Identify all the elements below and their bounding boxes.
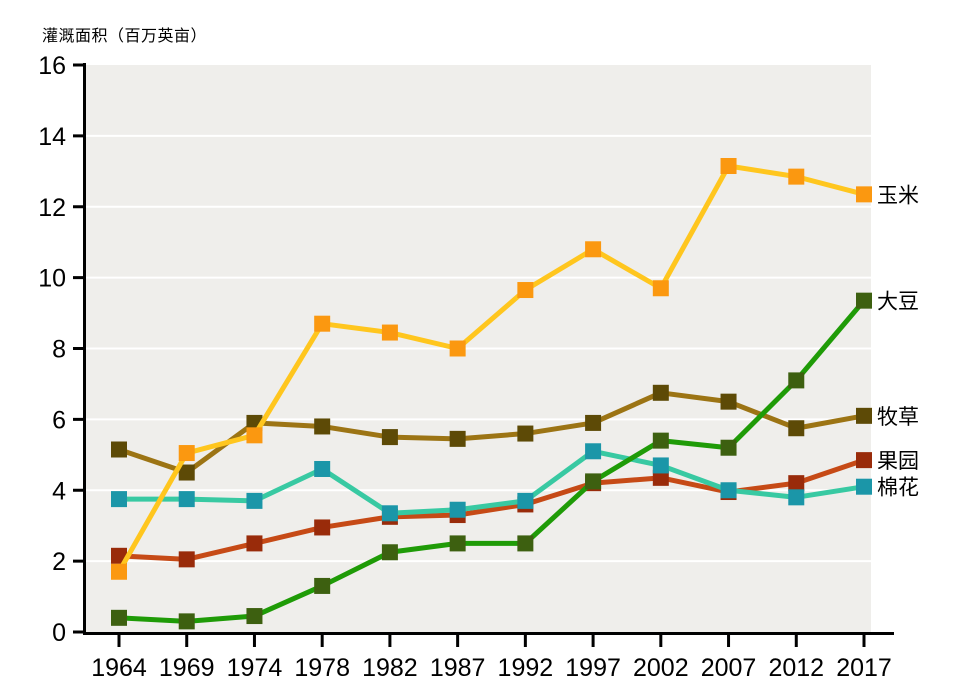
series-marker-orchard — [856, 452, 872, 469]
x-tick-label-1987: 1987 — [430, 654, 486, 682]
series-marker-soybeans — [856, 292, 872, 309]
series-marker-soybeans — [178, 613, 195, 630]
series-line-hay — [118, 390, 865, 476]
series-marker-orchard — [314, 519, 331, 536]
series-marker-soybeans — [652, 432, 669, 449]
series-marker-soybeans — [517, 535, 534, 552]
series-marker-soybeans — [788, 372, 805, 389]
series-marker-hay — [585, 414, 602, 431]
series-marker-cotton — [111, 491, 127, 508]
series-marker-soybeans — [111, 609, 127, 626]
series-marker-corn — [314, 315, 331, 332]
series-marker-cotton — [449, 501, 466, 518]
series-marker-orchard — [246, 535, 263, 552]
series-marker-soybeans — [449, 535, 466, 552]
series-marker-hay — [720, 393, 737, 410]
series-marker-corn — [381, 324, 398, 341]
legend-label-corn: 玉米 — [877, 184, 919, 207]
series-marker-corn — [517, 282, 534, 299]
series-marker-corn — [178, 445, 195, 462]
series-marker-corn — [652, 280, 669, 297]
legend-label-orchard: 果园 — [877, 450, 919, 473]
x-tick-label-1964: 1964 — [91, 654, 147, 682]
series-marker-corn — [856, 186, 872, 203]
series-line-cotton — [119, 448, 865, 516]
x-tick-label-1992: 1992 — [498, 654, 554, 682]
series-marker-hay — [517, 425, 534, 442]
y-tick-label: 6 — [52, 406, 66, 434]
series-marker-cotton — [856, 478, 872, 495]
x-tick-label-1969: 1969 — [159, 654, 215, 682]
y-tick-label: 0 — [52, 619, 66, 647]
series-line-corn — [116, 163, 865, 573]
series-marker-cotton — [178, 491, 195, 508]
series-marker-corn — [111, 563, 127, 580]
y-tick-label: 2 — [52, 548, 66, 576]
series-marker-cotton — [652, 457, 669, 474]
series-marker-soybeans — [720, 439, 737, 456]
x-tick-label-1997: 1997 — [565, 654, 621, 682]
y-tick-label: 10 — [38, 265, 66, 293]
series-marker-hay — [788, 420, 805, 437]
series-marker-hay — [111, 441, 127, 458]
series-marker-cotton — [314, 460, 331, 477]
chart-title: 灌溉面积（百万英亩） — [42, 28, 208, 45]
series-marker-corn — [246, 427, 263, 444]
legend-label-hay: 牧草 — [877, 406, 919, 429]
x-tick-label-2002: 2002 — [633, 654, 689, 682]
series-marker-soybeans — [381, 544, 398, 561]
series-marker-hay — [178, 464, 195, 481]
series-marker-cotton — [517, 492, 534, 509]
x-tick-label-1974: 1974 — [227, 654, 283, 682]
y-tick-label: 14 — [38, 123, 66, 151]
series-marker-hay — [449, 430, 466, 447]
x-tick-label-2012: 2012 — [768, 654, 824, 682]
series-marker-hay — [314, 418, 331, 435]
series-marker-cotton — [788, 489, 805, 506]
legend-label-cotton: 棉花 — [877, 477, 919, 500]
series-marker-corn — [449, 340, 466, 357]
series-marker-soybeans — [585, 473, 602, 490]
series-marker-hay — [381, 429, 398, 446]
y-tick-label: 12 — [38, 194, 66, 222]
series-line-soybeans — [118, 299, 866, 624]
x-tick-label-1978: 1978 — [294, 654, 350, 682]
series-marker-hay — [652, 384, 669, 401]
series-marker-hay — [856, 407, 872, 424]
series-marker-cotton — [246, 492, 263, 509]
series-marker-corn — [788, 168, 805, 185]
series-marker-soybeans — [314, 577, 331, 594]
series-marker-cotton — [720, 482, 737, 499]
series-marker-orchard — [788, 475, 805, 492]
series-marker-orchard — [652, 469, 669, 486]
y-tick-label: 4 — [52, 477, 66, 505]
y-tick-label: 8 — [52, 336, 66, 364]
x-tick-label-2017: 2017 — [836, 654, 892, 682]
series-marker-corn — [585, 241, 602, 258]
y-tick-label: 16 — [38, 52, 66, 80]
legend-label-soybeans: 大豆 — [877, 291, 919, 314]
series-marker-orchard — [178, 551, 195, 568]
series-marker-corn — [720, 157, 737, 174]
series-marker-soybeans — [246, 608, 263, 625]
x-tick-label-2007: 2007 — [701, 654, 757, 682]
x-tick-label-1982: 1982 — [362, 654, 418, 682]
series-marker-cotton — [381, 505, 398, 522]
series-marker-cotton — [585, 443, 602, 460]
